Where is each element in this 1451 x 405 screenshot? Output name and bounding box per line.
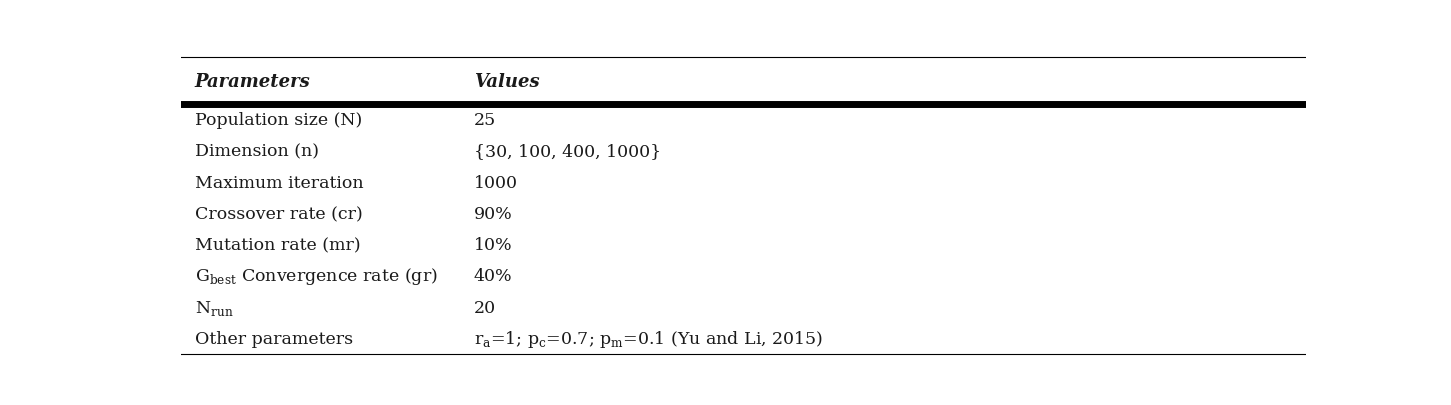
Text: 40%: 40% xyxy=(473,268,512,285)
Text: Mutation rate (mr): Mutation rate (mr) xyxy=(194,237,360,254)
Text: Other parameters: Other parameters xyxy=(194,330,353,347)
Text: N$_\mathregular{run}$: N$_\mathregular{run}$ xyxy=(194,298,234,317)
Text: Parameters: Parameters xyxy=(194,72,311,90)
Text: Values: Values xyxy=(473,72,540,90)
Text: Maximum iteration: Maximum iteration xyxy=(194,174,364,191)
Text: r$_\mathregular{a}$=1; p$_\mathregular{c}$=0.7; p$_\mathregular{m}$=0.1 (Yu and : r$_\mathregular{a}$=1; p$_\mathregular{c… xyxy=(473,328,823,349)
Text: 10%: 10% xyxy=(473,237,512,254)
Text: {30, 100, 400, 1000}: {30, 100, 400, 1000} xyxy=(473,143,662,160)
Text: 1000: 1000 xyxy=(473,174,518,191)
Text: 90%: 90% xyxy=(473,205,512,222)
Text: Population size (N): Population size (N) xyxy=(194,112,363,129)
Text: 20: 20 xyxy=(473,299,496,316)
Text: Crossover rate (cr): Crossover rate (cr) xyxy=(194,205,363,222)
Text: G$_\mathregular{best}$ Convergence rate (gr): G$_\mathregular{best}$ Convergence rate … xyxy=(194,266,438,287)
Text: Dimension (n): Dimension (n) xyxy=(194,143,319,160)
Text: 25: 25 xyxy=(473,112,496,129)
